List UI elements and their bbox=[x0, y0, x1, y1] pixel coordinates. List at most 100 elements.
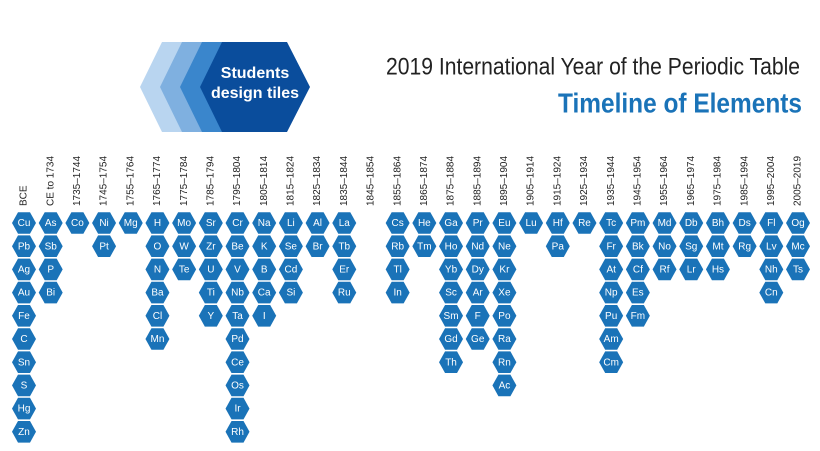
element-hexagon bbox=[439, 328, 464, 350]
badge-text: design tiles bbox=[211, 85, 299, 102]
element-hexagon bbox=[599, 212, 624, 234]
period-label: 1945–1954 bbox=[633, 156, 644, 206]
element-symbol: Eu bbox=[498, 218, 510, 229]
element-symbol: Hf bbox=[553, 218, 563, 229]
element-symbol: W bbox=[179, 241, 189, 252]
element-hexagon bbox=[679, 235, 704, 257]
element-hexagon bbox=[278, 235, 303, 257]
timeline-column: 1965–1974 Db Sg Lr bbox=[679, 156, 704, 281]
element-hexagon bbox=[225, 374, 250, 397]
period-label: 1885–1894 bbox=[472, 156, 483, 206]
timeline-column: 1855–1864 Cs Rb Tl In bbox=[385, 156, 410, 304]
element-symbol: Pm bbox=[630, 218, 645, 229]
element-symbol: Ga bbox=[444, 218, 458, 229]
period-label: 1825–1834 bbox=[312, 156, 323, 206]
element-symbol: Dy bbox=[472, 265, 484, 276]
element-symbol: At bbox=[606, 265, 616, 276]
element-hexagon bbox=[439, 281, 464, 304]
element-hexagon bbox=[12, 421, 36, 443]
element-hexagon bbox=[759, 212, 784, 234]
element-symbol: Nb bbox=[231, 288, 244, 299]
element-symbol: Y bbox=[207, 311, 214, 322]
element-symbol: Re bbox=[578, 218, 591, 229]
timeline-column: 1785–1794 Sr Zr U Ti Y bbox=[198, 156, 223, 327]
element-hexagon bbox=[145, 235, 170, 257]
timeline-column: 1745–1754 Ni Pt bbox=[92, 156, 117, 257]
badge: Students design tiles bbox=[140, 42, 310, 132]
element-symbol: Pd bbox=[231, 334, 243, 345]
element-hexagon bbox=[172, 212, 197, 234]
period-label: 1925–1934 bbox=[579, 156, 590, 206]
element-hexagon bbox=[439, 351, 464, 373]
element-hexagon bbox=[225, 351, 250, 373]
element-symbol: Ar bbox=[473, 288, 484, 299]
element-symbol: Bh bbox=[712, 218, 724, 229]
element-hexagon bbox=[759, 235, 784, 257]
element-symbol: Tm bbox=[417, 241, 431, 252]
element-hexagon bbox=[332, 212, 357, 234]
period-label: 1845–1854 bbox=[366, 156, 377, 206]
element-hexagon bbox=[332, 235, 357, 257]
element-symbol: U bbox=[207, 265, 214, 276]
element-symbol: Yb bbox=[445, 265, 458, 276]
element-hexagon bbox=[145, 328, 170, 350]
element-symbol: Mt bbox=[712, 241, 723, 252]
element-symbol: Tb bbox=[338, 241, 350, 252]
timeline-column: 1985–1994 Ds Rg bbox=[732, 156, 757, 257]
title: 2019 International Year of the Periodic … bbox=[386, 53, 800, 80]
element-symbol: Fe bbox=[18, 311, 30, 322]
element-symbol: Er bbox=[339, 265, 350, 276]
element-hexagon bbox=[732, 235, 757, 257]
element-symbol: Ag bbox=[18, 265, 30, 276]
timeline-column: 1905–1914 Lu bbox=[519, 156, 544, 234]
element-hexagon bbox=[252, 235, 277, 257]
element-hexagon bbox=[252, 258, 277, 281]
element-hexagon bbox=[145, 212, 170, 234]
element-symbol: Te bbox=[179, 265, 190, 276]
element-hexagon bbox=[38, 212, 63, 234]
element-hexagon bbox=[12, 305, 36, 327]
element-hexagon bbox=[439, 212, 464, 234]
element-symbol: Fr bbox=[606, 241, 616, 252]
period-label: 1985–1994 bbox=[739, 156, 750, 206]
element-symbol: Bi bbox=[46, 288, 55, 299]
element-symbol: Co bbox=[71, 218, 84, 229]
element-hexagon bbox=[492, 212, 517, 234]
element-symbol: Cf bbox=[633, 265, 643, 276]
element-symbol: I bbox=[263, 311, 266, 322]
element-symbol: Cm bbox=[603, 357, 619, 368]
element-symbol: Ho bbox=[445, 241, 458, 252]
element-symbol: P bbox=[47, 265, 54, 276]
element-hexagon bbox=[732, 212, 757, 234]
element-symbol: K bbox=[261, 241, 268, 252]
element-symbol: N bbox=[154, 265, 161, 276]
element-symbol: Sc bbox=[445, 288, 457, 299]
element-hexagon bbox=[465, 305, 490, 327]
element-hexagon bbox=[12, 397, 36, 420]
element-hexagon bbox=[679, 212, 704, 234]
element-hexagon bbox=[625, 281, 650, 304]
period-label: 1995–2004 bbox=[766, 156, 777, 206]
element-hexagon bbox=[679, 258, 704, 281]
element-hexagon bbox=[278, 258, 303, 281]
timeline-column: 1885–1894 Pr Nd Dy Ar F Ge bbox=[465, 156, 490, 350]
element-hexagon bbox=[599, 258, 624, 281]
timeline-column: 1755–1764 Mg bbox=[118, 156, 143, 234]
period-label: 1755–1764 bbox=[125, 156, 136, 206]
element-hexagon bbox=[492, 374, 517, 397]
element-hexagon bbox=[385, 258, 410, 281]
element-symbol: Br bbox=[313, 241, 324, 252]
element-hexagon bbox=[465, 281, 490, 304]
timeline-column: 1795–1804 Cr Be V Nb Ta Pd Ce Os Ir Rh bbox=[225, 156, 250, 443]
element-hexagon bbox=[278, 212, 303, 234]
element-symbol: Hs bbox=[712, 265, 724, 276]
element-hexagon bbox=[172, 235, 197, 257]
timeline-column: 1875–1884 Ga Ho Yb Sc Sm Gd Th bbox=[439, 156, 464, 373]
element-symbol: Mn bbox=[150, 334, 164, 345]
period-label: 1955–1964 bbox=[659, 156, 670, 206]
element-hexagon bbox=[225, 235, 250, 257]
element-symbol: Kr bbox=[499, 265, 510, 276]
element-hexagon bbox=[198, 281, 223, 304]
period-label: 1795–1804 bbox=[232, 156, 243, 206]
period-label: 1745–1754 bbox=[99, 156, 110, 206]
